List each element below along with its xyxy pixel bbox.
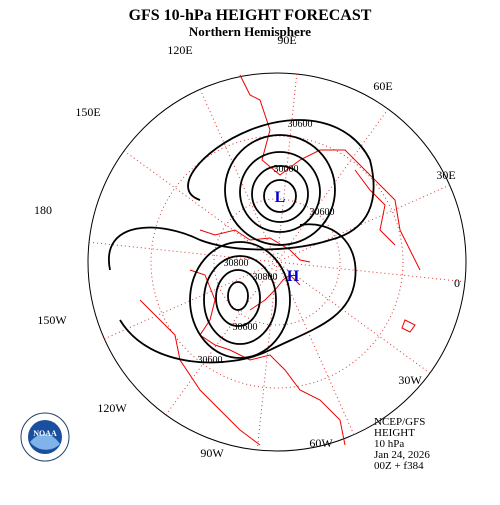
contour-label: 30600 — [288, 119, 313, 130]
meridian — [276, 261, 466, 283]
meridian — [88, 241, 278, 263]
contour-label: 30800 — [253, 272, 278, 283]
longitude-label: 120W — [97, 401, 127, 415]
longitude-label: 60W — [309, 436, 333, 450]
meridian — [276, 184, 450, 263]
map-boundary — [87, 72, 467, 452]
info-line: 00Z + f384 — [374, 460, 424, 472]
info-line: 10 hPa — [374, 438, 404, 450]
coastlines — [139, 74, 421, 446]
longitude-label: 0 — [454, 276, 460, 290]
longitude-label: 60E — [373, 79, 392, 93]
subtitle: Northern Hemisphere — [189, 24, 311, 39]
longitude-label: 90W — [200, 446, 224, 460]
info-line: HEIGHT — [374, 427, 415, 439]
contour-label: 30600 — [198, 355, 223, 366]
contour-label: 30600 — [233, 322, 258, 333]
contours — [107, 119, 375, 364]
info-line: NCEP/GFS — [374, 416, 425, 428]
longitude-label: 90E — [277, 33, 296, 47]
longitude-label: 150W — [37, 313, 67, 327]
noaa-logo: NOAA — [20, 412, 70, 462]
longitude-label: 150E — [75, 105, 100, 119]
meridian — [276, 261, 431, 374]
contour-label: 30000 — [274, 164, 299, 175]
title: GFS 10-hPa HEIGHT FORECAST — [129, 7, 372, 24]
contour-label: 30800 — [224, 258, 249, 269]
svg-text:NOAA: NOAA — [33, 429, 57, 438]
low-center: L — [275, 189, 286, 206]
high-center: H — [287, 268, 300, 285]
longitude-label: 180 — [34, 203, 52, 217]
info-line: Jan 24, 2026 — [374, 449, 430, 461]
longitude-label: 120E — [167, 43, 192, 57]
graticule — [88, 73, 466, 451]
longitude-label: 30W — [398, 373, 422, 387]
contour-label: 30600 — [310, 207, 335, 218]
longitude-label: 30E — [436, 168, 455, 182]
